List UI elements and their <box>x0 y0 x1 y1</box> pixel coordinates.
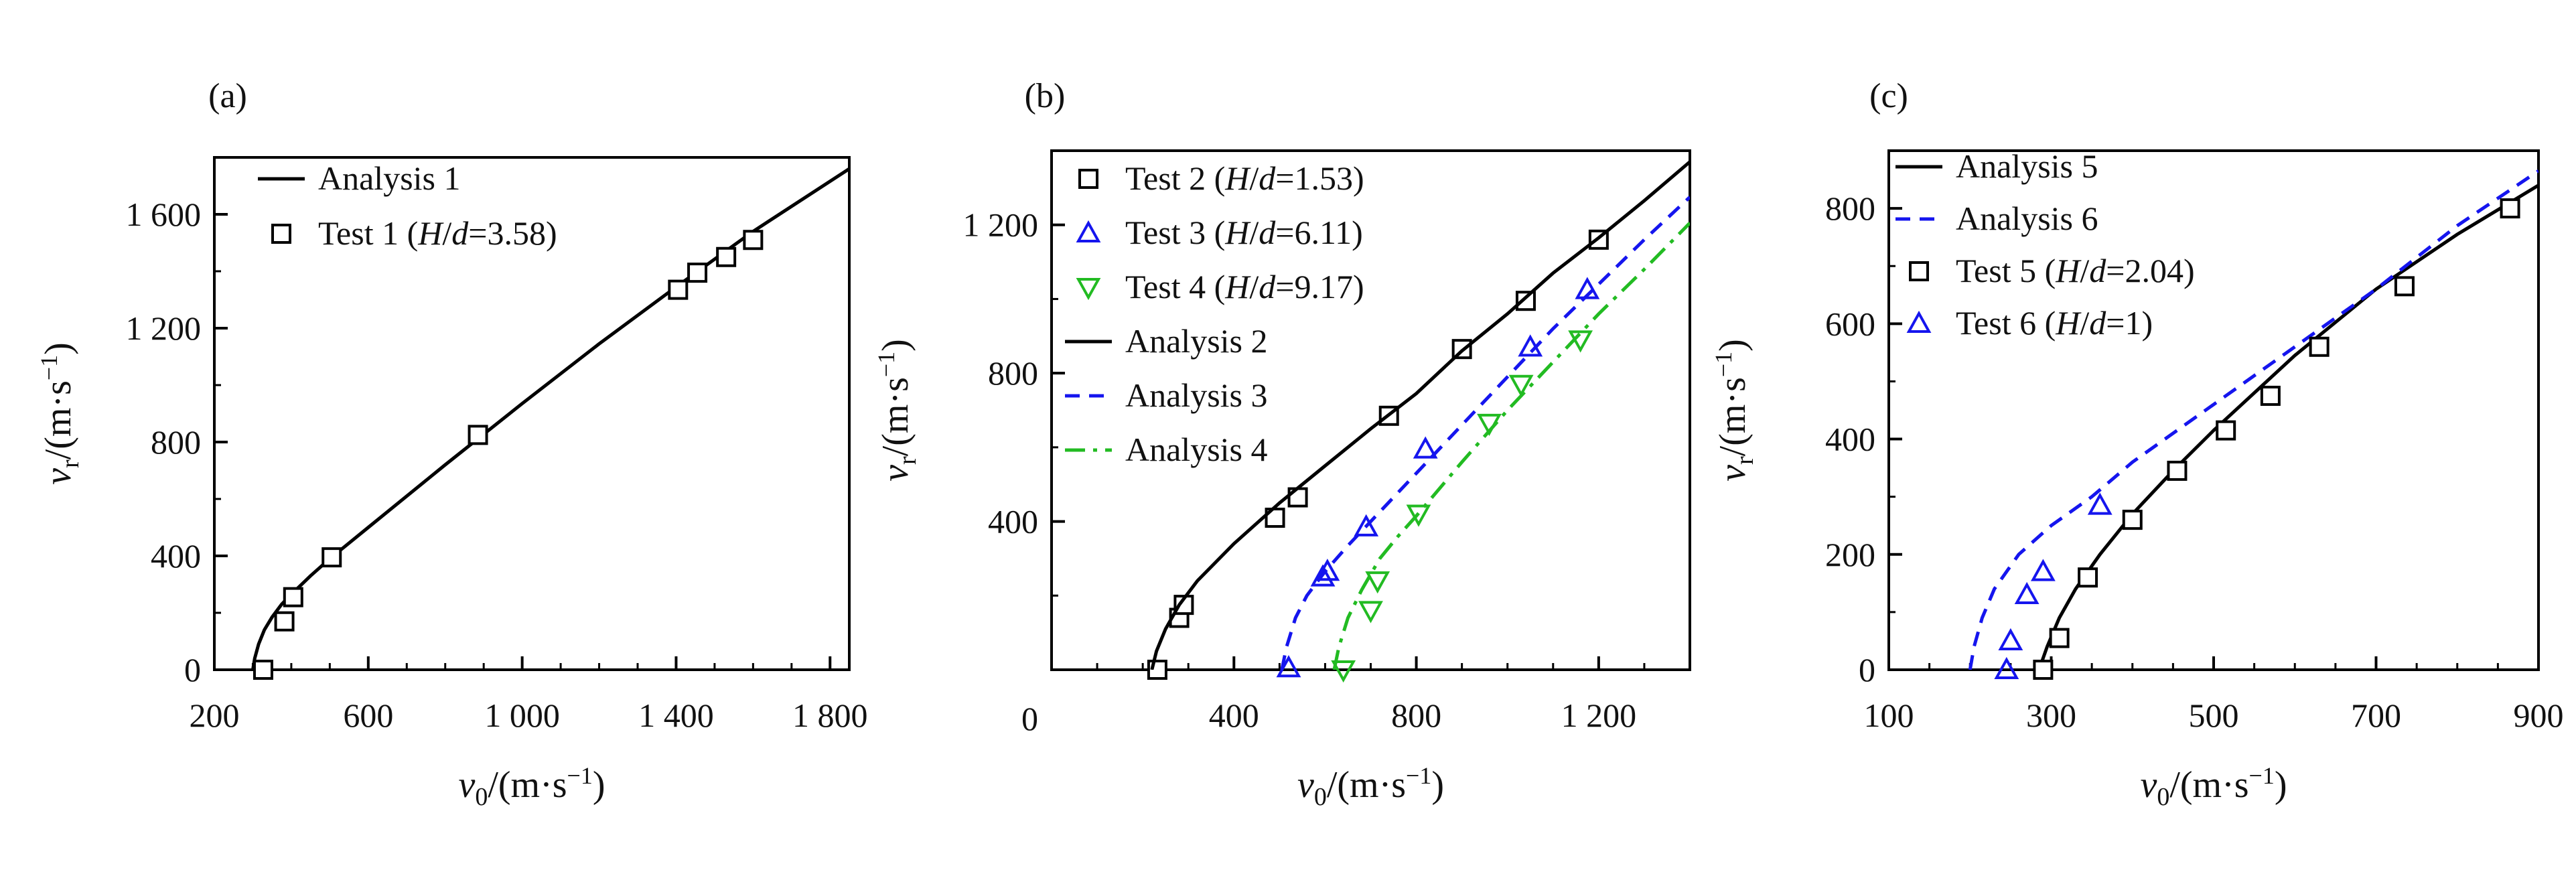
data-point <box>716 246 737 267</box>
chart-panel: (a) 200 600 1 000 1 400 1 800 0 400 800 1 200 1 60… <box>35 77 868 811</box>
x-axis-label: v0/(m·s−1) <box>1297 762 1444 811</box>
legend-label: Analysis 3 <box>1125 376 1268 414</box>
series-line <box>251 167 849 670</box>
data-point <box>283 587 303 607</box>
legend-label: Test 3 (H/d=6.11) <box>1125 214 1363 251</box>
x-tick-label: 1 000 <box>484 697 560 734</box>
data-point <box>687 263 708 283</box>
y-tick-label: 800 <box>1825 190 1875 227</box>
x-tick-label: 200 <box>190 697 240 734</box>
x-tick-label: 700 <box>2351 697 2401 734</box>
legend-label: Analysis 4 <box>1125 431 1268 468</box>
x-axis-label: v0/(m·s−1) <box>458 762 605 811</box>
legend-marker <box>271 224 291 244</box>
plot-frame <box>213 156 851 671</box>
x-tick-label: 400 <box>1209 697 1259 734</box>
legend-marker <box>1076 220 1101 242</box>
data-point <box>2049 628 2070 648</box>
x-tick-label: 1 800 <box>792 697 868 734</box>
data-point <box>2078 567 2098 588</box>
legend-label: Analysis 5 <box>1956 147 2098 185</box>
y-tick-label: 1 600 <box>126 196 202 233</box>
data-point <box>468 425 488 445</box>
panel-label: (c) <box>1869 77 1908 115</box>
data-point <box>1358 601 1383 624</box>
series-line <box>1332 222 1690 670</box>
data-point <box>2030 559 2056 581</box>
y-tick-label: 0 <box>184 651 201 688</box>
x-tick-label: 600 <box>343 697 393 734</box>
y-axis-label: vr/(m·s−1) <box>873 339 922 482</box>
x-tick-label: 800 <box>1391 697 1441 734</box>
panel-label: (b) <box>1025 77 1066 115</box>
series-line <box>1968 169 2538 670</box>
y-tick-label: 1 200 <box>126 309 202 347</box>
y-tick-label: 0 <box>1859 651 1875 688</box>
data-point <box>1354 514 1379 536</box>
data-point <box>253 660 273 680</box>
legend-marker <box>1906 310 1932 333</box>
data-point <box>1998 628 2023 650</box>
data-point <box>2033 660 2054 680</box>
x-tick-label: 300 <box>2026 697 2076 734</box>
data-point <box>1413 436 1438 459</box>
data-point <box>743 230 764 250</box>
data-point <box>2500 198 2520 219</box>
panel-label: (a) <box>208 77 247 115</box>
legend-marker <box>1909 261 1929 281</box>
data-point <box>1575 277 1600 299</box>
y-tick-label: 800 <box>151 423 201 461</box>
data-point <box>668 279 689 300</box>
legend-label: Analysis 6 <box>1956 200 2098 237</box>
x-tick-label: 1 200 <box>1561 697 1637 734</box>
data-point <box>1147 660 1167 680</box>
legend-label: Test 4 (H/d=9.17) <box>1125 268 1364 305</box>
legend-label: Test 1 (H/d=3.58) <box>318 214 557 252</box>
legend-label: Analysis 2 <box>1125 322 1268 360</box>
chart-panel: (b) 400 800 1 200 400 800 1 200 0 v0/(m·s−1) vr/(… <box>873 77 1691 811</box>
data-point <box>1331 660 1356 683</box>
data-point <box>1508 374 1534 397</box>
data-point <box>1406 504 1431 527</box>
series-line <box>1280 196 1690 670</box>
x-axis-label: v0/(m·s−1) <box>2140 762 2287 811</box>
data-point <box>2087 492 2113 515</box>
legend-label: Test 2 (H/d=1.53) <box>1125 159 1364 197</box>
y-tick-label: 400 <box>151 537 201 575</box>
y-axis-label: vr/(m·s−1) <box>1710 339 1759 482</box>
data-point <box>2014 581 2040 605</box>
data-point <box>2122 510 2143 530</box>
origin-label: 0 <box>1021 700 1038 737</box>
data-point <box>2216 420 2236 441</box>
data-point <box>2167 460 2188 481</box>
legend-marker <box>1078 169 1098 189</box>
y-axis-label: vr/(m·s−1) <box>35 342 84 485</box>
y-tick-label: 200 <box>1825 536 1875 573</box>
series-line <box>1150 160 1690 670</box>
legend-label: Test 5 (H/d=2.04) <box>1956 252 2195 289</box>
y-tick-label: 400 <box>1825 421 1875 458</box>
y-tick-label: 400 <box>988 503 1038 540</box>
chart-panel: (c) 100 300 500 700 900 0 200 400 600 800 v0/(m·s−1… <box>1710 77 2564 811</box>
x-tick-label: 100 <box>1864 697 1914 734</box>
data-point <box>1315 559 1340 581</box>
data-point <box>1994 656 2019 679</box>
x-tick-label: 1 400 <box>638 697 714 734</box>
legend-label: Test 6 (H/d=1) <box>1956 304 2153 342</box>
x-tick-label: 500 <box>2189 697 2239 734</box>
data-point <box>274 611 295 632</box>
x-tick-label: 900 <box>2514 697 2564 734</box>
y-tick-label: 800 <box>988 354 1038 392</box>
data-point <box>1365 571 1390 594</box>
y-tick-label: 1 200 <box>963 206 1039 244</box>
legend-marker <box>1076 278 1101 301</box>
legend-label: Analysis 1 <box>318 159 461 197</box>
data-point <box>2260 385 2281 406</box>
y-tick-label: 600 <box>1825 305 1875 342</box>
data-point <box>321 547 342 568</box>
data-point <box>2394 276 2415 297</box>
data-point <box>2309 336 2330 357</box>
